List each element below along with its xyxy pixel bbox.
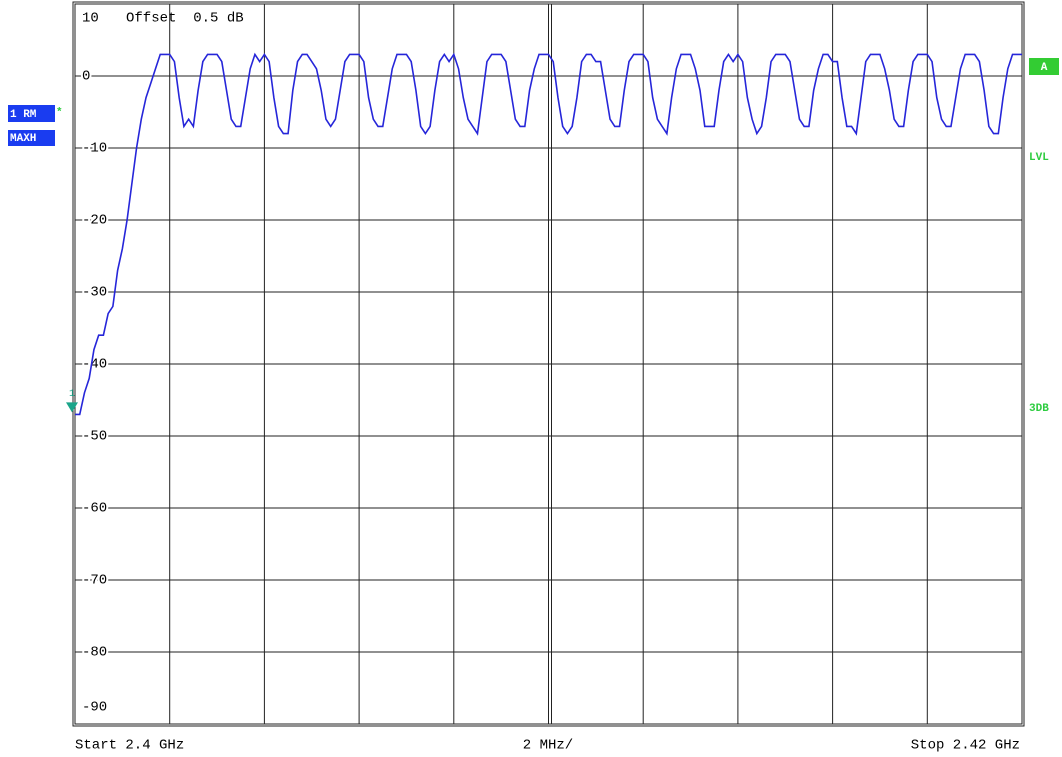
start-label: Start 2.4 GHz bbox=[75, 738, 184, 754]
y-tick-label: -20 bbox=[82, 213, 107, 229]
chart-title: Offset 0.5 dB bbox=[126, 11, 244, 27]
trace-label: 1 RM bbox=[10, 109, 37, 121]
marker bbox=[66, 402, 78, 413]
right-label: A bbox=[1041, 62, 1048, 74]
stop-label: Stop 2.42 GHz bbox=[911, 738, 1020, 754]
right-label: LVL bbox=[1029, 152, 1049, 164]
division-label: 2 MHz/ bbox=[523, 738, 573, 754]
right-label: 3DB bbox=[1029, 403, 1049, 415]
a-badge bbox=[1029, 58, 1059, 75]
y-tick-label: -10 bbox=[82, 141, 107, 157]
y-tick-label: 10 bbox=[82, 11, 99, 27]
y-tick-label: 0 bbox=[82, 69, 90, 85]
plot-frame bbox=[74, 3, 1023, 725]
y-tick-label: -60 bbox=[82, 501, 107, 517]
y-tick-label: -90 bbox=[82, 700, 107, 716]
y-tick-label: -30 bbox=[82, 285, 107, 301]
plot-frame bbox=[72, 1, 1025, 727]
y-tick-label: -70 bbox=[82, 573, 107, 589]
y-tick-label: -40 bbox=[82, 357, 107, 373]
trace-badge bbox=[8, 105, 55, 122]
y-tick-label: -50 bbox=[82, 429, 107, 445]
trace-mode: MAXH bbox=[10, 133, 36, 145]
y-tick-label: -80 bbox=[82, 645, 107, 661]
trace-flag: * bbox=[56, 107, 63, 119]
mode-badge bbox=[8, 130, 55, 146]
marker-label: 1 bbox=[69, 389, 75, 400]
trace bbox=[75, 52, 1022, 416]
